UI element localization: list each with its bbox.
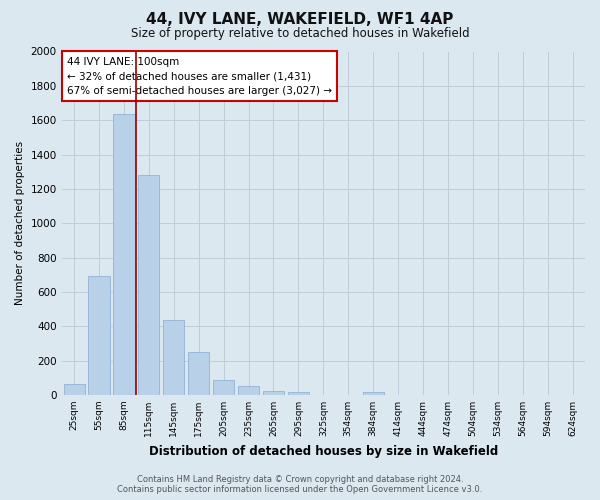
Bar — [288, 392, 309, 395]
Y-axis label: Number of detached properties: Number of detached properties — [15, 141, 25, 306]
Bar — [88, 276, 110, 395]
Text: Size of property relative to detached houses in Wakefield: Size of property relative to detached ho… — [131, 28, 469, 40]
Bar — [64, 384, 85, 395]
Bar — [113, 114, 134, 395]
X-axis label: Distribution of detached houses by size in Wakefield: Distribution of detached houses by size … — [149, 444, 498, 458]
Text: 44, IVY LANE, WAKEFIELD, WF1 4AP: 44, IVY LANE, WAKEFIELD, WF1 4AP — [146, 12, 454, 28]
Bar — [238, 386, 259, 395]
Bar — [188, 352, 209, 395]
Text: 44 IVY LANE: 100sqm
← 32% of detached houses are smaller (1,431)
67% of semi-det: 44 IVY LANE: 100sqm ← 32% of detached ho… — [67, 56, 332, 96]
Text: Contains HM Land Registry data © Crown copyright and database right 2024.
Contai: Contains HM Land Registry data © Crown c… — [118, 474, 482, 494]
Bar — [213, 380, 234, 395]
Bar — [263, 390, 284, 395]
Bar — [362, 392, 384, 395]
Bar — [138, 175, 160, 395]
Bar — [163, 320, 184, 395]
